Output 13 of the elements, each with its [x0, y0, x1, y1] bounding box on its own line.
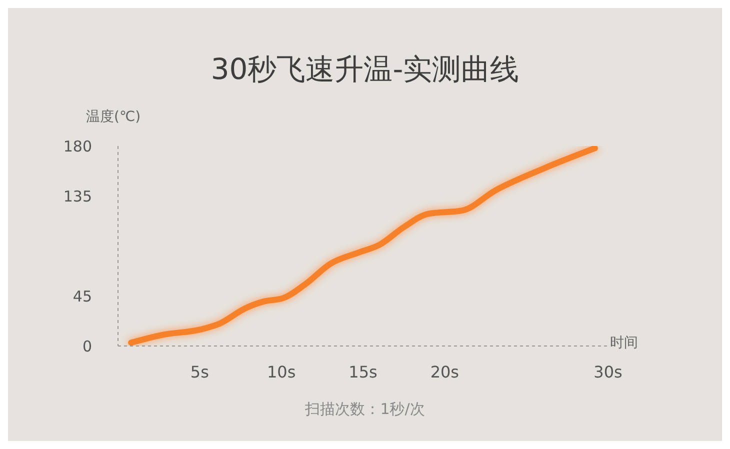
- x-tick-label: 30s: [594, 362, 622, 382]
- y-tick-label: 180: [63, 137, 92, 156]
- y-tick-label: 135: [63, 187, 92, 206]
- text: 扫描次数：1秒/次: [304, 400, 426, 419]
- y-tick-label: 45: [72, 287, 92, 306]
- x-tick-label: 10s: [266, 362, 296, 382]
- y-axis-title: 温度(℃): [86, 108, 141, 126]
- x-tick-label: 5s: [190, 362, 209, 382]
- x-tick-label: 15s: [348, 362, 378, 382]
- chart-title: 30秒飞速升温-实测曲线: [210, 51, 520, 88]
- y-tick-label: 0: [82, 337, 92, 356]
- x-axis-title: 时间: [610, 334, 638, 352]
- x-tick-label: 20s: [430, 362, 460, 382]
